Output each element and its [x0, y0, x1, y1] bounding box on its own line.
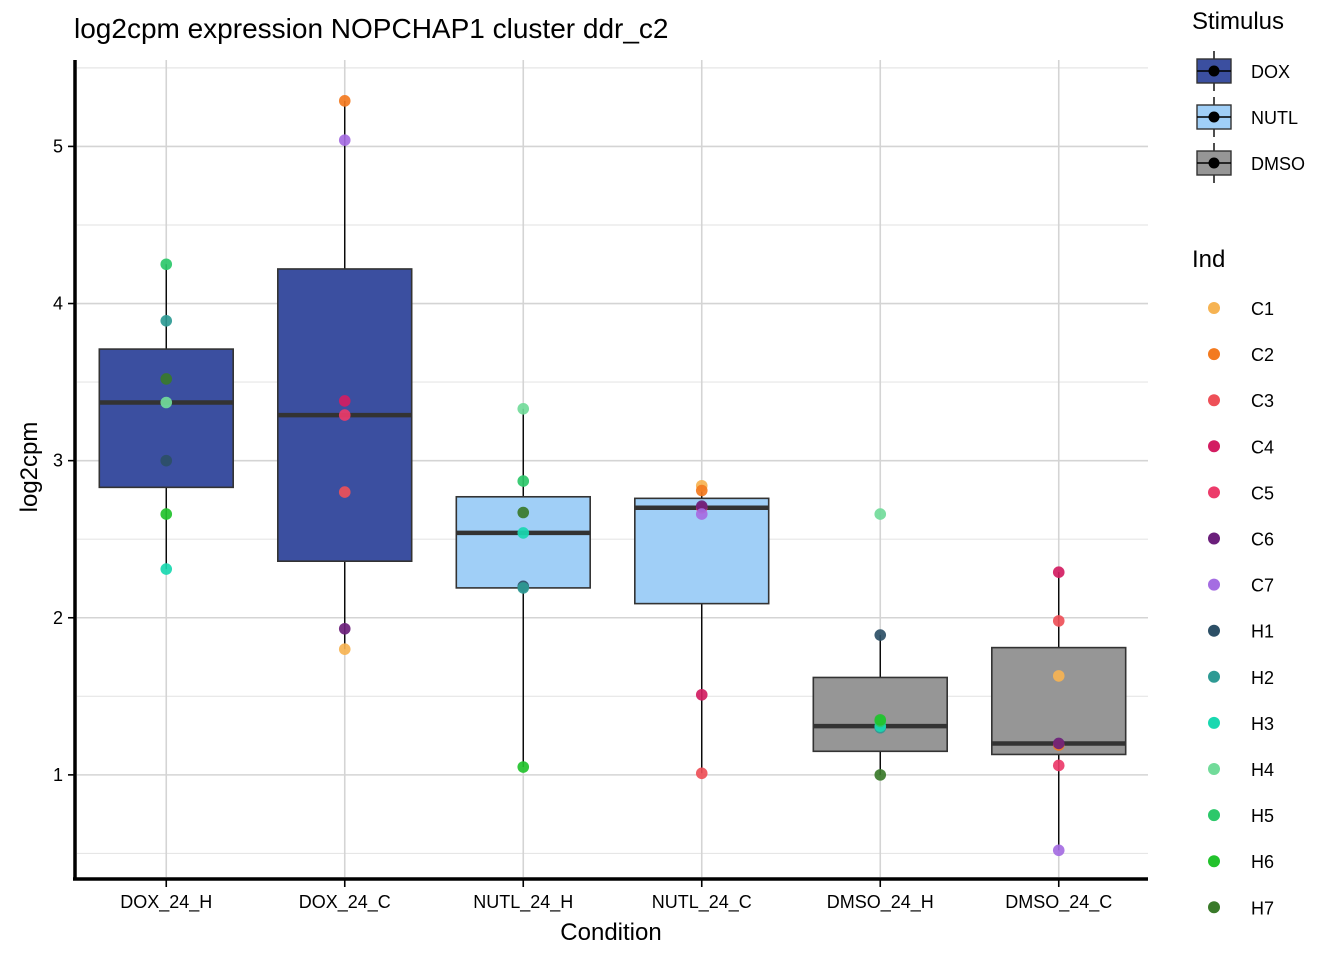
ind-legend-key-h1	[1208, 624, 1220, 637]
ind-legend-key-h7	[1208, 901, 1220, 914]
x-axis-title: Condition	[560, 919, 661, 946]
data-point-c7	[695, 508, 708, 520]
data-point-h5	[517, 475, 530, 487]
box-body	[991, 646, 1127, 756]
y-tick-label: 4	[53, 294, 63, 314]
data-point-h6	[160, 508, 173, 520]
data-point-h1	[874, 629, 887, 641]
data-point-h7	[517, 506, 530, 519]
ind-legend-key-c1	[1208, 302, 1220, 314]
ind-legend-key-h4	[1208, 763, 1220, 775]
data-point-c4	[695, 688, 708, 701]
ind-legend-label: C4	[1251, 437, 1274, 457]
data-point-c1	[338, 643, 351, 655]
legend-key-point	[1208, 111, 1220, 123]
data-point-c6	[338, 622, 351, 635]
x-tick-label: DMSO_24_C	[1005, 892, 1112, 913]
data-point-c3	[1052, 615, 1065, 627]
ind-legend-label: H7	[1251, 898, 1274, 918]
data-point-c5	[1052, 759, 1065, 772]
ind-legend-key-c4	[1208, 440, 1220, 453]
data-point-h2	[160, 315, 173, 327]
x-tick-label: DOX_24_H	[120, 892, 212, 913]
box-body	[98, 348, 234, 489]
ind-legend-key-c7	[1208, 578, 1220, 591]
stimulus-legend-title: Stimulus	[1192, 8, 1284, 35]
ind-legend-key-h6	[1208, 855, 1220, 868]
data-point-h4	[517, 402, 530, 415]
legend-key-point	[1208, 157, 1220, 169]
data-point-c5	[338, 409, 351, 421]
ind-legend-key-c6	[1208, 532, 1220, 545]
ind-legend-label: H1	[1251, 622, 1274, 642]
data-point-h2	[517, 582, 530, 594]
data-point-h4	[874, 508, 887, 520]
y-tick-label: 1	[53, 765, 63, 785]
ind-legend-label: H5	[1251, 806, 1274, 826]
ind-legend-label: C2	[1251, 345, 1274, 365]
data-point-h7	[874, 769, 887, 781]
x-tick-label: DMSO_24_H	[827, 892, 934, 913]
x-tick-label: NUTL_24_H	[473, 892, 573, 913]
ind-legend-key-c5	[1208, 486, 1220, 499]
ind-legend-label: C5	[1251, 483, 1274, 503]
x-tick-label: NUTL_24_C	[652, 892, 752, 913]
data-point-h5	[160, 258, 173, 271]
point-layer	[160, 95, 1065, 857]
y-axis-title: log2cpm	[16, 422, 43, 513]
data-point-c2	[695, 484, 708, 497]
y-tick-label: 2	[53, 608, 63, 628]
data-point-c1	[1052, 670, 1065, 682]
ind-legend-label: C1	[1251, 299, 1274, 319]
ind-legend-label: C6	[1251, 530, 1274, 550]
ind-legend-key-h5	[1208, 809, 1220, 822]
data-point-h6	[874, 714, 887, 726]
ind-legend-label: H4	[1251, 760, 1274, 780]
ind-legend-key-c2	[1208, 348, 1220, 361]
ind-legend-label: H2	[1251, 668, 1274, 688]
data-point-h7	[160, 373, 173, 385]
ind-legend-key-c3	[1208, 394, 1220, 407]
ind-legend: Ind C1 C2 C3 C4 C5 C6 C7 H1 H2 H3 H4 H5 H6 H7	[1192, 246, 1274, 918]
legend-key-point	[1208, 65, 1220, 77]
data-point-h6	[517, 761, 530, 773]
stimulus-legend-label: NUTL	[1251, 108, 1298, 128]
data-point-h3	[517, 527, 530, 539]
y-tick-label: 5	[53, 136, 63, 156]
chart-title: log2cpm expression NOPCHAP1 cluster ddr_…	[74, 13, 668, 44]
axis-layer: 1 2 3 4 5 DOX_24_H DOX_24_C NUTL_24_H NUTL_24_C D…	[53, 60, 1148, 913]
data-point-h4	[160, 396, 173, 409]
stimulus-legend-label: DMSO	[1251, 154, 1305, 174]
ind-legend-label: C7	[1251, 576, 1274, 596]
data-point-h1	[160, 454, 173, 467]
x-tick-label: DOX_24_C	[299, 892, 391, 913]
data-point-c3	[695, 767, 708, 780]
data-point-c2	[338, 95, 351, 107]
y-tick-label: 3	[53, 451, 63, 471]
stimulus-legend-label: DOX	[1251, 62, 1290, 82]
ind-legend-label: H6	[1251, 852, 1274, 872]
ind-legend-label: H3	[1251, 714, 1274, 734]
ind-legend-label: C3	[1251, 391, 1274, 411]
data-point-c7	[1052, 844, 1065, 857]
ind-legend-key-h2	[1208, 670, 1220, 683]
data-point-c6	[1052, 737, 1065, 750]
data-point-c7	[338, 134, 351, 146]
data-point-h3	[160, 563, 173, 575]
ind-legend-key-h3	[1208, 716, 1220, 729]
stimulus-legend: Stimulus DOX NUTL DMSO	[1192, 8, 1305, 183]
data-point-c3	[338, 486, 351, 498]
data-point-c4	[338, 395, 351, 407]
ind-legend-title: Ind	[1192, 246, 1225, 273]
data-point-c4	[1052, 566, 1065, 578]
